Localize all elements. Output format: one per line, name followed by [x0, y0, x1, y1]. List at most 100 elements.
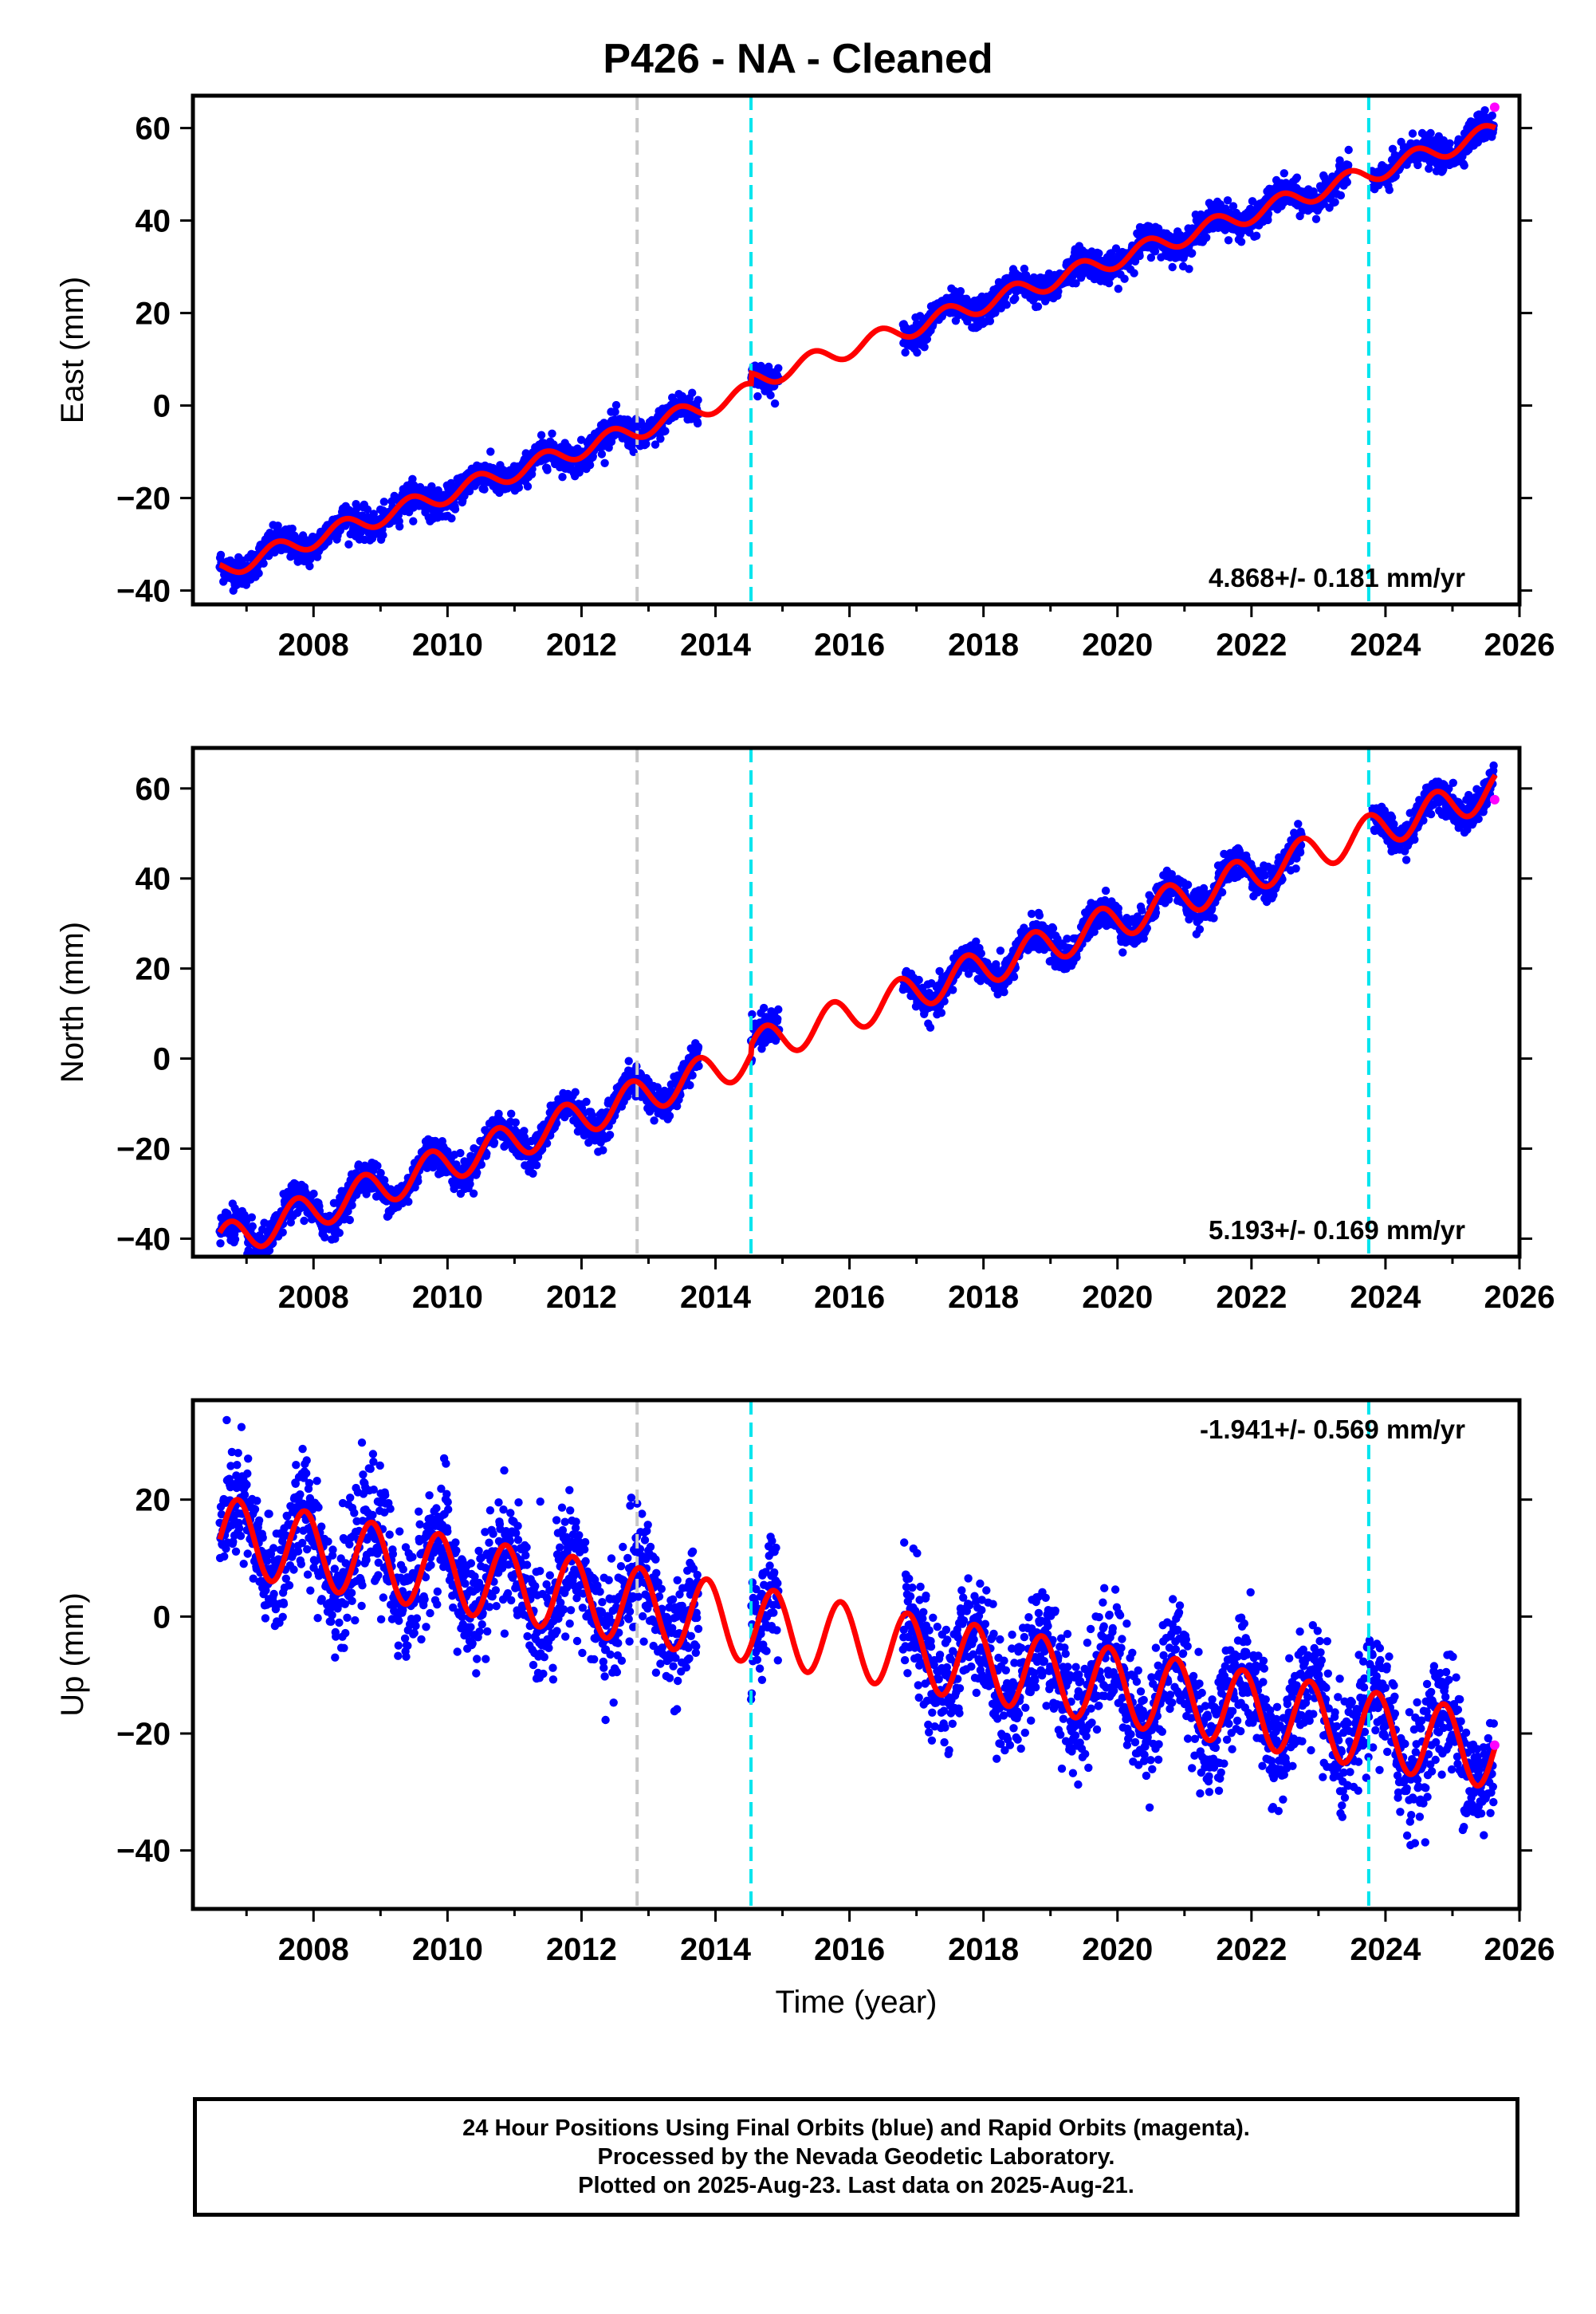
data-point	[532, 1161, 541, 1170]
data-point	[480, 485, 489, 494]
data-point	[774, 364, 783, 372]
x-tick-label: 2012	[546, 628, 617, 663]
data-point	[529, 1169, 537, 1179]
data-point	[1027, 909, 1036, 919]
y-tick-label: −40	[116, 574, 171, 609]
data-point	[335, 1229, 344, 1238]
data-point	[408, 474, 417, 483]
data-point	[466, 1179, 474, 1189]
data-point	[760, 1003, 769, 1013]
data-point	[611, 400, 621, 410]
data-point	[661, 427, 670, 435]
x-tick-label: 2014	[680, 628, 752, 663]
data-point	[543, 466, 552, 474]
x-tick-label: 2020	[1082, 628, 1153, 663]
data-point	[753, 392, 762, 401]
x-tick-label: 2026	[1484, 628, 1555, 663]
data-point	[766, 391, 775, 399]
data-point	[344, 540, 353, 549]
data-point	[1236, 238, 1246, 246]
data-point	[320, 1233, 329, 1242]
data-point	[1202, 233, 1211, 242]
data-point	[694, 1042, 703, 1052]
data-point	[1331, 198, 1339, 207]
data-point	[363, 505, 372, 514]
data-point	[656, 435, 665, 443]
data-point	[1000, 988, 1008, 997]
data-point	[1188, 249, 1197, 258]
data-point	[1114, 285, 1123, 293]
data-point	[1130, 269, 1138, 277]
data-point	[434, 486, 442, 495]
data-point	[514, 483, 524, 492]
y-tick-label: 20	[136, 297, 171, 332]
data-point	[273, 521, 282, 530]
data-point	[914, 975, 923, 985]
data-point	[404, 1197, 413, 1206]
data-point	[548, 429, 556, 438]
data-point	[599, 1146, 607, 1155]
data-point	[1048, 924, 1058, 933]
data-point	[450, 505, 460, 514]
chart-title: P426 - NA - Cleaned	[603, 36, 993, 82]
data-point	[1002, 301, 1011, 309]
data-point	[571, 1088, 580, 1096]
data-point	[216, 1239, 225, 1248]
data-point	[373, 1161, 382, 1171]
y-axis-label-east: East (mm)	[55, 277, 90, 423]
data-point	[1150, 247, 1160, 256]
panel-north: 2008 2010 2012 2014 2016 2018 2020 2022 2024 2026…	[55, 746, 1555, 1315]
data-point	[600, 458, 609, 467]
data-point	[1168, 262, 1177, 272]
y-tick-label: 0	[153, 389, 171, 424]
data-point	[379, 530, 387, 540]
data-point	[1344, 145, 1353, 155]
data-point	[605, 1131, 615, 1139]
data-point	[913, 348, 922, 357]
data-point	[247, 1213, 256, 1222]
data-point	[1224, 236, 1233, 245]
x-tick-label: 2024	[1350, 628, 1421, 663]
data-point	[1408, 129, 1417, 138]
data-point	[686, 1080, 694, 1090]
data-point	[1185, 265, 1193, 274]
data-point	[1336, 191, 1346, 200]
data-point	[1035, 911, 1044, 920]
data-point	[469, 1189, 478, 1198]
data-point	[977, 949, 986, 958]
data-point	[1252, 231, 1261, 240]
data-point	[1033, 302, 1043, 311]
data-point	[773, 1014, 782, 1024]
data-point	[465, 486, 474, 496]
data-point	[765, 362, 773, 372]
data-point	[937, 1009, 946, 1017]
data-point	[774, 1005, 783, 1014]
data-point	[642, 439, 651, 448]
data-point	[693, 419, 702, 428]
y-tick-label: 40	[136, 204, 171, 239]
data-point	[278, 1228, 287, 1237]
data-point	[611, 407, 619, 416]
data-point	[1385, 186, 1394, 195]
data-point	[309, 1189, 318, 1198]
data-point	[665, 1112, 674, 1120]
data-point	[949, 986, 957, 994]
data-point	[230, 1235, 240, 1244]
data-point	[523, 482, 533, 491]
data-point	[300, 1216, 309, 1226]
data-point	[409, 517, 418, 525]
data-point	[1342, 178, 1352, 187]
data-point	[1445, 139, 1454, 148]
panel-east: 2008 2010 2012 2014 2016 2018 2020 2022 2024 2026…	[55, 93, 1555, 663]
data-point	[926, 1023, 935, 1032]
rapid-orbit-point	[1489, 102, 1500, 112]
data-point	[537, 431, 546, 439]
x-tick-label: 2018	[948, 628, 1019, 663]
data-point	[956, 287, 965, 296]
data-point	[582, 1097, 591, 1107]
data-point	[651, 440, 660, 449]
data-point	[1280, 169, 1289, 178]
data-point	[216, 550, 226, 560]
data-point	[1426, 128, 1435, 138]
